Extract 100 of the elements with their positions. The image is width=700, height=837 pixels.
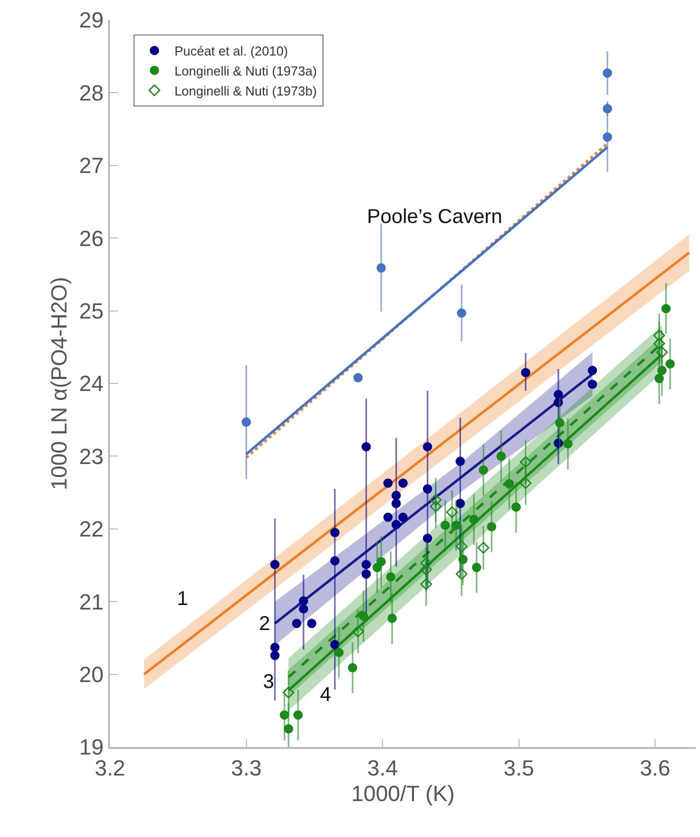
- point: [456, 540, 468, 552]
- point: [330, 528, 340, 538]
- y-tick-label: 23: [79, 444, 104, 469]
- point: [292, 618, 302, 628]
- y-tick-label: 26: [79, 226, 104, 251]
- point: [456, 456, 465, 466]
- point: [392, 520, 401, 530]
- point: [665, 359, 675, 369]
- point: [656, 346, 668, 358]
- point: [420, 578, 432, 590]
- point: [520, 456, 532, 468]
- point: [653, 330, 666, 342]
- point: [554, 438, 564, 448]
- point: [602, 132, 612, 142]
- point: [348, 663, 358, 672]
- y-axis-title: 1000 LN α(PO4-H2O): [46, 276, 72, 490]
- y-tick-label: 20: [79, 662, 104, 687]
- legend-label: Longinelli & Nuti (1973b): [174, 83, 317, 98]
- point: [386, 572, 396, 582]
- point: [392, 498, 401, 508]
- point: [520, 477, 532, 489]
- point: [330, 556, 340, 566]
- x-tick-label: 3.4: [367, 755, 398, 780]
- annotation: 3: [263, 671, 274, 693]
- point: [430, 500, 442, 512]
- point: [496, 452, 506, 461]
- point: [398, 478, 408, 488]
- point: [446, 506, 458, 518]
- point: [298, 596, 308, 606]
- y-tick-label: 24: [79, 371, 104, 396]
- point: [452, 520, 461, 530]
- point: [602, 68, 612, 78]
- x-tick-label: 3.5: [504, 755, 534, 780]
- point: [456, 498, 465, 508]
- point: [298, 604, 308, 614]
- point: [362, 560, 371, 570]
- point: [588, 366, 598, 376]
- point: [282, 686, 294, 698]
- point: [654, 374, 664, 384]
- point: [387, 614, 397, 623]
- point: [521, 368, 530, 378]
- point: [280, 710, 290, 720]
- point: [270, 560, 280, 570]
- x-axis-title: 1000/T (K): [351, 780, 455, 806]
- legend-label: Pucéat et al. (2010): [174, 44, 288, 59]
- point: [293, 710, 303, 720]
- point: [376, 556, 386, 566]
- point: [430, 494, 442, 506]
- point: [588, 380, 598, 389]
- point: [554, 398, 564, 408]
- y-tick-label: 27: [79, 153, 104, 178]
- annotation: 1: [177, 588, 188, 610]
- x-tick-label: 3.6: [640, 755, 670, 780]
- point: [657, 366, 667, 376]
- point: [661, 304, 671, 314]
- annotation: 2: [259, 613, 270, 635]
- point: [392, 490, 401, 500]
- point: [511, 502, 521, 512]
- legend-label: Longinelli & Nuti (1973a): [174, 63, 317, 78]
- point: [270, 642, 280, 652]
- point: [353, 373, 363, 382]
- point: [440, 520, 450, 530]
- point: [422, 442, 432, 452]
- point: [486, 522, 496, 532]
- point: [472, 562, 482, 572]
- annotation: Poole’s Cavern: [367, 206, 502, 228]
- annotation: 4: [320, 684, 332, 706]
- point: [555, 418, 564, 428]
- point: [330, 640, 340, 650]
- y-tick-label: 29: [79, 8, 104, 33]
- point: [458, 554, 468, 564]
- point: [456, 568, 468, 580]
- point: [653, 338, 666, 350]
- point: [478, 465, 488, 475]
- point: [362, 569, 371, 579]
- y-tick-label: 21: [79, 589, 104, 614]
- point: [307, 618, 316, 628]
- point: [358, 611, 368, 621]
- y-tick-label: 25: [79, 298, 104, 324]
- point: [383, 478, 393, 488]
- point: [602, 104, 612, 114]
- point: [422, 534, 432, 543]
- x-tick-label: 3.3: [230, 755, 262, 780]
- point: [420, 564, 432, 576]
- point: [398, 512, 408, 522]
- point: [422, 484, 432, 494]
- point: [242, 417, 251, 427]
- point: [478, 542, 490, 554]
- point: [334, 648, 344, 658]
- point: [352, 626, 364, 638]
- point: [563, 439, 573, 448]
- y-tick-label: 28: [79, 80, 104, 106]
- point: [469, 514, 479, 524]
- point: [383, 512, 393, 522]
- y-tick-label: 22: [79, 516, 104, 542]
- point: [504, 479, 514, 488]
- point: [420, 557, 432, 569]
- point: [270, 650, 280, 660]
- point: [362, 442, 371, 452]
- point: [376, 263, 386, 273]
